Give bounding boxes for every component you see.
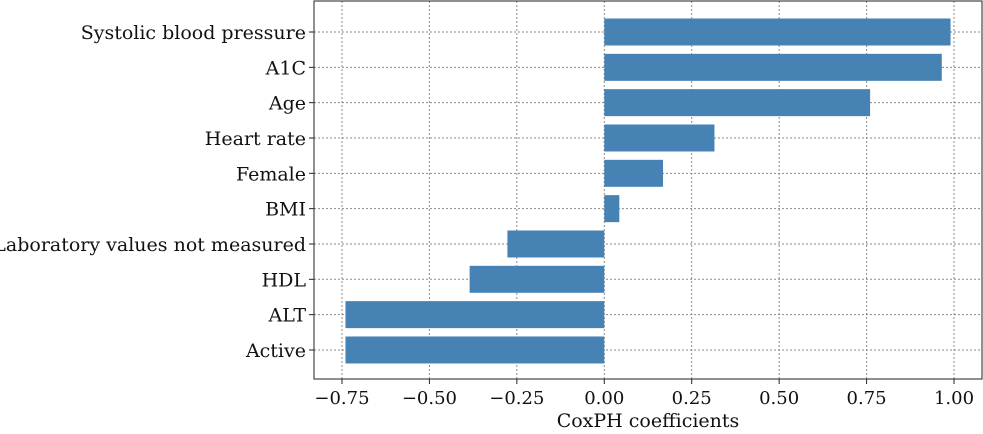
bars (345, 18, 951, 364)
category-label: BMI (265, 199, 306, 221)
category-label: HDL (262, 269, 307, 291)
x-tick-label: −0.75 (314, 388, 369, 409)
category-label: Active (245, 340, 306, 362)
x-tick-label: 0.25 (672, 388, 712, 409)
x-tick-label: −0.50 (402, 388, 457, 409)
bar (345, 336, 605, 364)
x-tick-label: 1.00 (934, 388, 974, 409)
bar (507, 230, 605, 258)
bar (469, 265, 605, 293)
bar (604, 159, 664, 187)
bar (604, 124, 715, 152)
bar (345, 301, 605, 329)
category-label: ALT (268, 305, 307, 327)
bar (604, 53, 942, 81)
category-labels: Systolic blood pressure A1C Age Heart rate F… (0, 22, 314, 362)
bar (604, 195, 620, 223)
plot-frame (313, 0, 983, 380)
x-tick-label: 0.50 (759, 388, 799, 409)
bar (604, 18, 951, 46)
x-axis-label: CoxPH coefficients (557, 410, 740, 432)
category-label: Systolic blood pressure (81, 22, 306, 44)
x-tick-labels: −0.75 −0.50 −0.25 0.00 0.25 0.50 0.75 1.00 (314, 379, 974, 409)
bar (604, 89, 871, 117)
x-tick-label: 0.75 (847, 388, 887, 409)
category-label: A1C (265, 57, 306, 79)
category-label: Heart rate (205, 128, 306, 150)
x-tick-label: 0.00 (584, 388, 624, 409)
category-label: Female (236, 163, 306, 185)
category-label: Laboratory values not measured (0, 234, 306, 256)
x-tick-label: −0.25 (489, 388, 544, 409)
category-label: Age (268, 93, 306, 115)
